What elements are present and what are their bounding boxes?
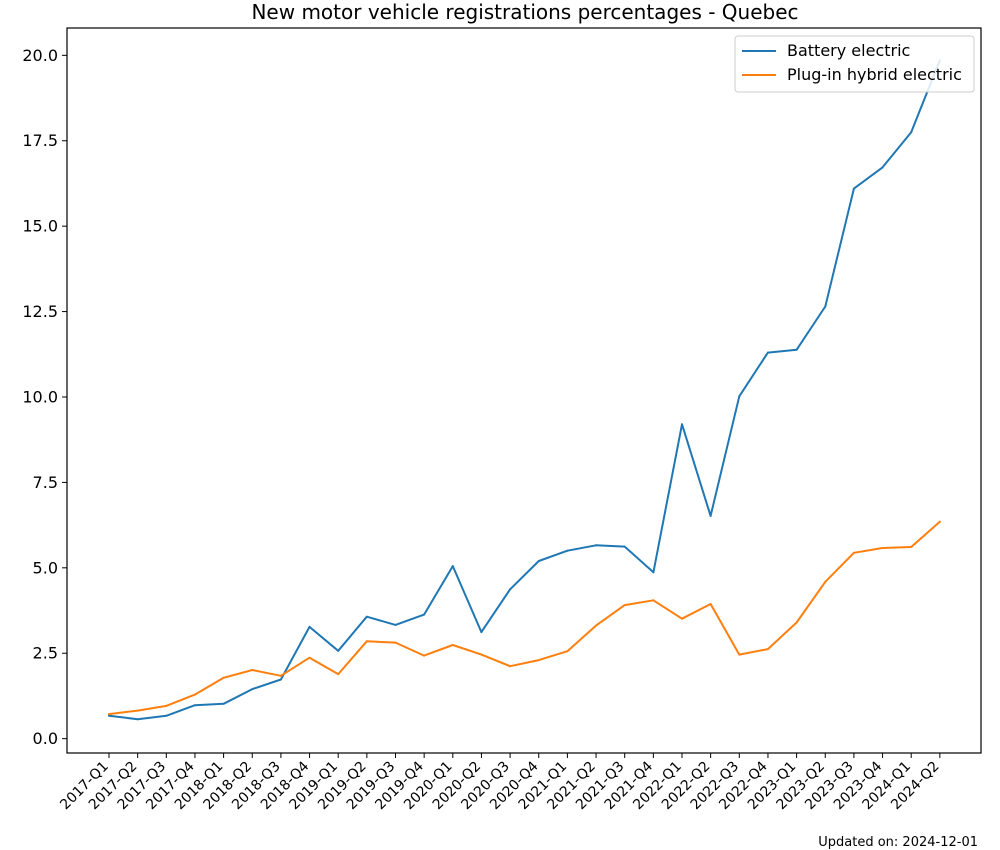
data-point-plug-in-hybrid-electric — [165, 704, 168, 707]
data-point-plug-in-hybrid-electric — [394, 641, 397, 644]
chart-title: New motor vehicle registrations percenta… — [251, 0, 798, 24]
data-point-plug-in-hybrid-electric — [365, 640, 368, 643]
y-tick-label: 0.0 — [33, 729, 58, 748]
data-point-battery-electric — [279, 678, 282, 681]
data-point-battery-electric — [537, 560, 540, 562]
data-point-plug-in-hybrid-electric — [222, 676, 225, 679]
data-point-battery-electric — [652, 571, 655, 574]
data-point-plug-in-hybrid-electric — [136, 709, 139, 712]
legend: Battery electric Plug-in hybrid electric — [734, 35, 975, 93]
data-point-plug-in-hybrid-electric — [795, 621, 798, 624]
y-tick-label: 17.5 — [22, 131, 58, 150]
data-point-battery-electric — [251, 688, 254, 691]
data-point-battery-electric — [766, 351, 769, 354]
data-point-battery-electric — [394, 623, 397, 626]
data-point-battery-electric — [910, 131, 913, 134]
data-point-battery-electric — [423, 613, 426, 616]
data-point-battery-electric — [881, 166, 884, 169]
updated-footnote: Updated on: 2024-12-01 — [818, 835, 978, 850]
data-point-plug-in-hybrid-electric — [509, 665, 512, 668]
series-line-plug-in-hybrid-electric — [108, 520, 941, 716]
data-point-plug-in-hybrid-electric — [423, 654, 426, 657]
y-tick-label: 2.5 — [33, 644, 58, 663]
data-point-plug-in-hybrid-electric — [279, 674, 282, 677]
data-point-plug-in-hybrid-electric — [910, 546, 913, 548]
data-point-plug-in-hybrid-electric — [623, 604, 626, 607]
data-point-plug-in-hybrid-electric — [308, 656, 311, 659]
data-point-plug-in-hybrid-electric — [738, 653, 741, 656]
data-point-plug-in-hybrid-electric — [881, 547, 884, 549]
data-point-battery-electric — [136, 718, 139, 721]
series-layer — [108, 59, 941, 721]
series-line-battery-electric — [108, 59, 941, 721]
data-point-plug-in-hybrid-electric — [709, 603, 712, 605]
y-tick-label: 20.0 — [22, 46, 58, 65]
y-tick-label: 5.0 — [33, 558, 58, 577]
data-point-battery-electric — [193, 704, 196, 707]
legend-label-battery-electric: Battery electric — [787, 41, 910, 60]
data-point-battery-electric — [337, 649, 340, 652]
data-point-plug-in-hybrid-electric — [824, 580, 827, 583]
data-point-plug-in-hybrid-electric — [108, 713, 110, 716]
data-point-plug-in-hybrid-electric — [337, 673, 340, 676]
data-point-plug-in-hybrid-electric — [652, 599, 655, 602]
data-point-battery-electric — [681, 423, 683, 426]
data-point-plug-in-hybrid-electric — [681, 617, 683, 620]
y-tick-label: 10.0 — [22, 387, 58, 406]
data-point-plug-in-hybrid-electric — [566, 650, 569, 653]
data-point-battery-electric — [308, 625, 311, 628]
data-point-battery-electric — [451, 565, 454, 568]
legend-label-plug-in-hybrid-electric: Plug-in hybrid electric — [787, 65, 962, 84]
data-point-plug-in-hybrid-electric — [451, 644, 454, 646]
data-point-battery-electric — [165, 714, 168, 717]
data-point-battery-electric — [509, 588, 512, 591]
plot-frame — [66, 27, 982, 754]
data-point-battery-electric — [108, 714, 110, 717]
data-point-battery-electric — [738, 395, 741, 398]
data-point-plug-in-hybrid-electric — [766, 648, 769, 651]
data-point-plug-in-hybrid-electric — [251, 669, 254, 671]
y-tick-label: 12.5 — [22, 302, 58, 321]
data-point-plug-in-hybrid-electric — [537, 659, 540, 662]
data-point-plug-in-hybrid-electric — [938, 520, 941, 523]
data-point-plug-in-hybrid-electric — [480, 653, 483, 656]
data-point-battery-electric — [824, 305, 827, 308]
x-axis: 2017-Q12017-Q22017-Q32017-Q42018-Q12018-… — [57, 753, 943, 813]
y-axis: 0.0 2.5 5.0 7.5 10.0 12.5 15.0 17.5 20.0 — [22, 46, 67, 748]
data-point-battery-electric — [595, 544, 597, 547]
legend-box — [734, 35, 975, 93]
data-point-battery-electric — [480, 631, 483, 634]
data-point-plug-in-hybrid-electric — [595, 624, 597, 627]
data-point-battery-electric — [852, 187, 855, 190]
y-tick-label: 15.0 — [22, 217, 58, 236]
data-point-battery-electric — [709, 514, 712, 517]
data-point-plug-in-hybrid-electric — [193, 693, 196, 696]
data-point-battery-electric — [365, 615, 368, 618]
y-tick-label: 7.5 — [33, 473, 58, 492]
data-point-battery-electric — [623, 545, 626, 548]
data-point-plug-in-hybrid-electric — [852, 551, 855, 554]
data-point-battery-electric — [566, 549, 569, 552]
data-point-battery-electric — [222, 702, 225, 705]
data-point-battery-electric — [795, 348, 798, 351]
